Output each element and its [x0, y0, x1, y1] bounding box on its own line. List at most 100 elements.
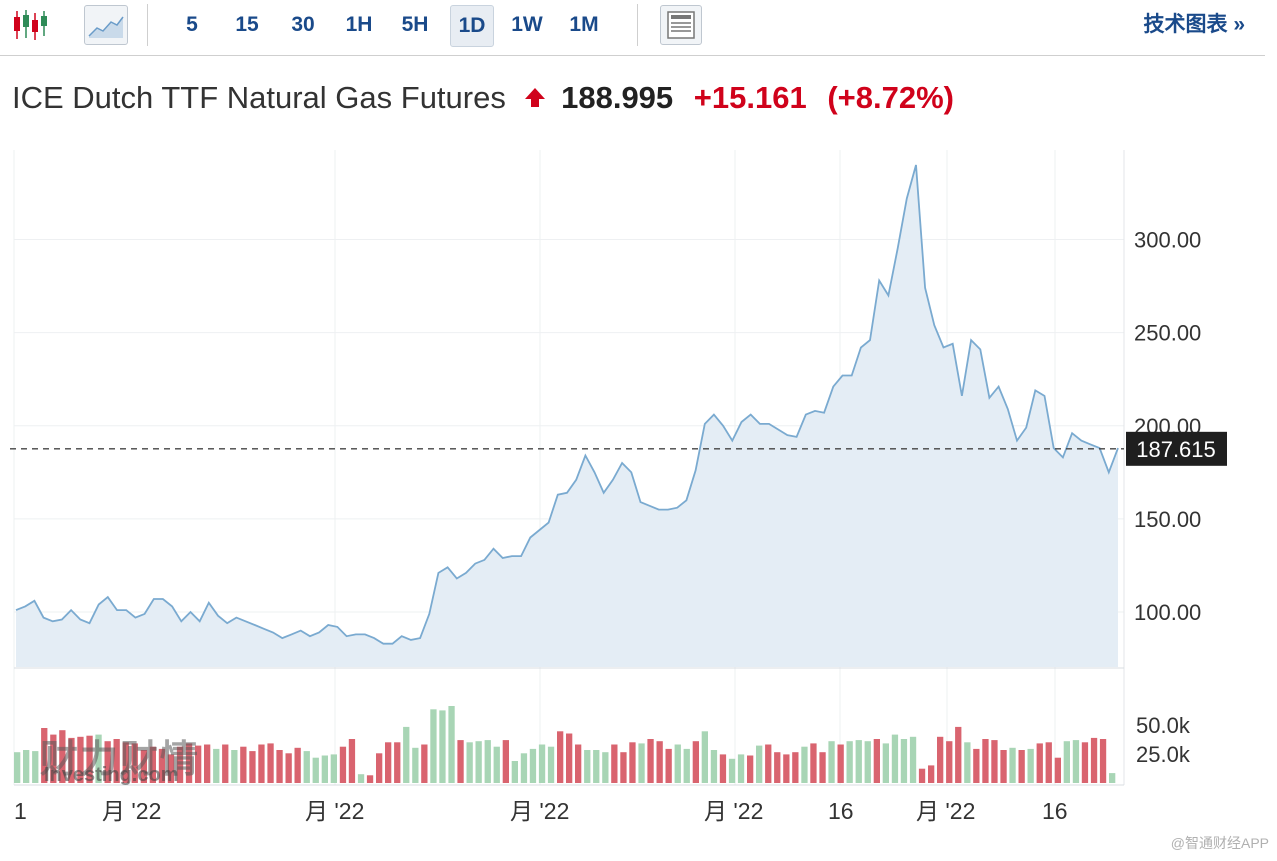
volume-bar: [330, 754, 337, 783]
volume-bar: [1081, 742, 1089, 783]
volume-bar: [511, 761, 518, 783]
interval-1m[interactable]: 1M: [569, 13, 599, 36]
volume-bar: [683, 748, 690, 783]
volume-bar: [964, 742, 971, 783]
volume-bar: [656, 741, 663, 783]
volume-bar: [973, 748, 980, 783]
volume-bar: [855, 740, 862, 783]
volume-bar: [14, 752, 21, 783]
volume-bar: [430, 709, 437, 783]
volume-bar: [213, 748, 220, 783]
y-tick-label: 200.00: [1134, 414, 1201, 439]
interval-15[interactable]: 15: [235, 13, 259, 36]
x-tick-label: 月 '22: [704, 798, 763, 824]
volume-bar: [710, 750, 718, 783]
volume-bar: [366, 775, 374, 783]
interval-5[interactable]: 5: [186, 13, 198, 36]
volume-bar: [1045, 742, 1052, 783]
volume-bar: [566, 733, 573, 783]
volume-bar: [909, 736, 917, 783]
volume-bar: [611, 744, 618, 783]
x-tick-label: 1: [14, 798, 27, 824]
volume-bar: [828, 741, 835, 783]
volume-bar: [692, 741, 699, 783]
volume-bar: [765, 744, 772, 783]
volume-bar: [937, 736, 944, 783]
volume-bar: [285, 753, 292, 783]
volume-bar: [321, 755, 328, 783]
volume-bar: [873, 739, 880, 783]
volume-bar: [231, 750, 238, 783]
volume-bar: [747, 755, 754, 783]
brand-watermark-en: Investing.com: [44, 764, 179, 786]
volume-bar: [1109, 773, 1116, 783]
volume-bar: [891, 734, 899, 783]
instrument-name: ICE Dutch TTF Natural Gas Futures: [12, 79, 506, 115]
volume-bar: [575, 744, 582, 783]
y-tick-label: 300.00: [1134, 228, 1201, 253]
volume-bar: [756, 745, 763, 783]
volume-bar: [204, 744, 211, 783]
price-line: [15, 164, 1119, 645]
volume-bar: [728, 758, 736, 783]
volume-bar: [466, 742, 473, 783]
y-tick-label: 150.00: [1134, 507, 1201, 532]
volume-bar: [1018, 750, 1025, 783]
volume-bar: [774, 752, 781, 783]
interval-1h[interactable]: 1H: [345, 13, 373, 36]
volume-bar: [1036, 743, 1043, 783]
interval-5h[interactable]: 5H: [401, 13, 429, 36]
interval-1d[interactable]: 1D: [450, 5, 494, 47]
x-tick-label: 16: [828, 798, 854, 824]
volume-bar: [946, 741, 953, 783]
volume-bar: [1027, 748, 1034, 783]
volume-bar: [918, 768, 926, 783]
volume-bar: [665, 748, 672, 783]
price-area: [16, 165, 1118, 667]
x-tick-label: 月 '22: [102, 798, 161, 824]
volume-bar: [900, 739, 908, 783]
volume-bar: [620, 752, 627, 783]
source-watermark: @智通财经APP: [1170, 835, 1269, 851]
volume-bar: [1000, 750, 1007, 783]
volume-bar: [520, 753, 528, 783]
x-tick-label: 月 '22: [510, 798, 569, 824]
x-tick-label: 月 '22: [916, 798, 975, 824]
volume-bar: [493, 746, 500, 783]
area-chart-icon[interactable]: [84, 5, 128, 45]
volume-bar: [837, 744, 844, 783]
volume-bar: [357, 774, 365, 783]
volume-bar: [629, 742, 636, 783]
volume-bar: [783, 754, 790, 783]
volume-bar: [864, 741, 871, 783]
volume-bar: [547, 746, 555, 783]
toolbar-divider: [147, 4, 148, 46]
volume-bar: [394, 742, 401, 783]
volume-bar: [457, 740, 464, 783]
volume-bar: [348, 739, 356, 783]
last-price-label: 187.615: [1136, 437, 1216, 462]
volume-bar: [584, 750, 591, 783]
up-arrow-icon: [524, 80, 546, 116]
volume-bar: [484, 740, 491, 783]
technical-chart-link[interactable]: 技术图表 »: [1143, 13, 1245, 36]
volume-bar: [593, 750, 600, 783]
news-icon[interactable]: [660, 5, 702, 45]
volume-tick-label: 50.0k: [1136, 713, 1191, 738]
volume-tick-label: 25.0k: [1136, 742, 1191, 767]
interval-1w[interactable]: 1W: [511, 13, 543, 36]
volume-bar: [792, 752, 799, 783]
candlestick-icon[interactable]: [12, 8, 48, 42]
volume-bar: [249, 751, 256, 783]
interval-30[interactable]: 30: [291, 13, 315, 36]
volume-bar: [602, 752, 609, 783]
volume-bar: [240, 746, 247, 783]
x-tick-label: 16: [1042, 798, 1068, 824]
chart-toolbar: 5 15 30 1H 5H 1D 1W 1M 技术图表 »: [0, 0, 1265, 56]
volume-bar: [982, 739, 989, 783]
volume-bar: [701, 731, 708, 783]
volume-bar: [1063, 741, 1070, 783]
price-change: +15.161: [693, 79, 807, 115]
volume-bar: [991, 740, 998, 783]
volume-bar: [846, 741, 853, 783]
